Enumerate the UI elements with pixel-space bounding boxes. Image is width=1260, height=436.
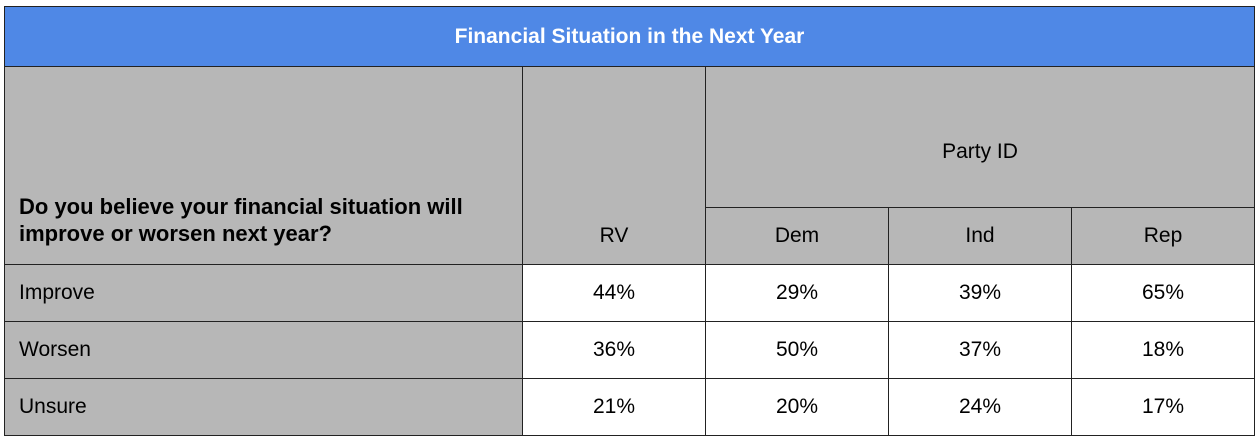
column-header-dem: Dem [705,207,889,265]
column-header-ind: Ind [888,207,1072,265]
table-row: Unsure 21% 20% 24% 17% [4,378,1255,436]
cell-improve-dem: 29% [705,264,889,322]
cell-improve-rep: 65% [1071,264,1255,322]
table-row: Worsen 36% 50% 37% 18% [4,321,1255,379]
crosstab-container: Financial Situation in the Next Year Do … [4,6,1255,436]
crosstab-table: Financial Situation in the Next Year Do … [4,6,1255,436]
cell-unsure-dem: 20% [705,378,889,436]
row-label-unsure: Unsure [4,378,523,436]
cell-unsure-rep: 17% [1071,378,1255,436]
table-row: Improve 44% 29% 39% 65% [4,264,1255,322]
cell-worsen-rv: 36% [522,321,706,379]
group-header-party-id: Party ID [705,66,1255,208]
cell-unsure-rv: 21% [522,378,706,436]
row-label-worsen: Worsen [4,321,523,379]
title-row: Financial Situation in the Next Year [4,6,1255,67]
row-label-improve: Improve [4,264,523,322]
cell-improve-rv: 44% [522,264,706,322]
cell-worsen-dem: 50% [705,321,889,379]
column-header-rep: Rep [1071,207,1255,265]
table-title: Financial Situation in the Next Year [4,6,1255,67]
question-header: Do you believe your financial situation … [4,66,523,265]
cell-unsure-ind: 24% [888,378,1072,436]
column-header-rv: RV [522,66,706,265]
cell-worsen-ind: 37% [888,321,1072,379]
header-row-top: Do you believe your financial situation … [4,66,1255,265]
cell-improve-ind: 39% [888,264,1072,322]
cell-worsen-rep: 18% [1071,321,1255,379]
header-row-bottom: Dem Ind Rep [5,207,1255,265]
